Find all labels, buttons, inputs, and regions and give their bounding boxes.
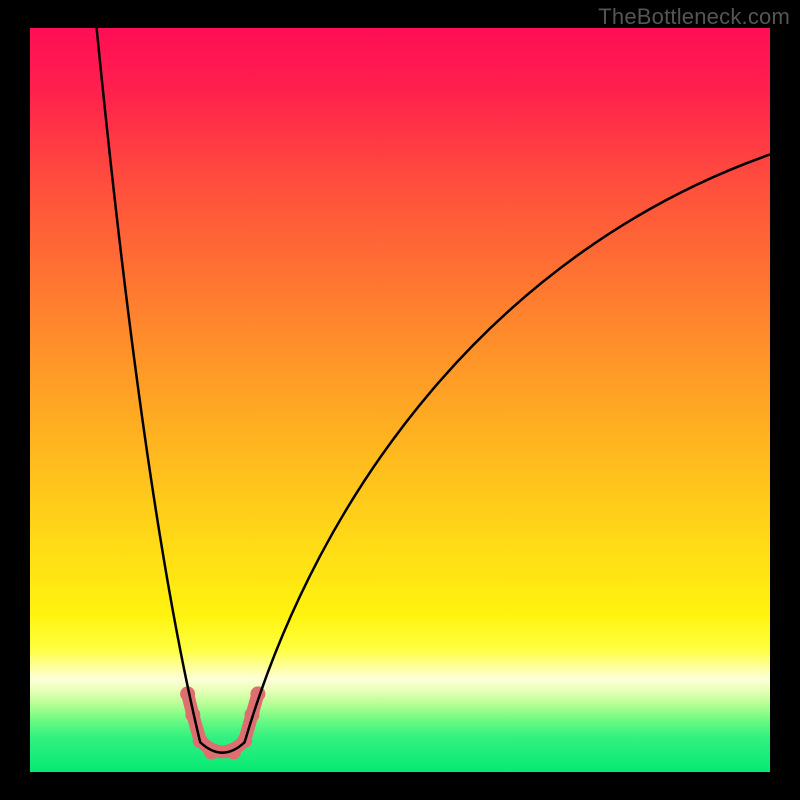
bottleneck-chart <box>0 0 800 800</box>
chart-root: TheBottleneck.com <box>0 0 800 800</box>
gradient-background <box>30 28 770 772</box>
watermark-text: TheBottleneck.com <box>598 4 790 30</box>
